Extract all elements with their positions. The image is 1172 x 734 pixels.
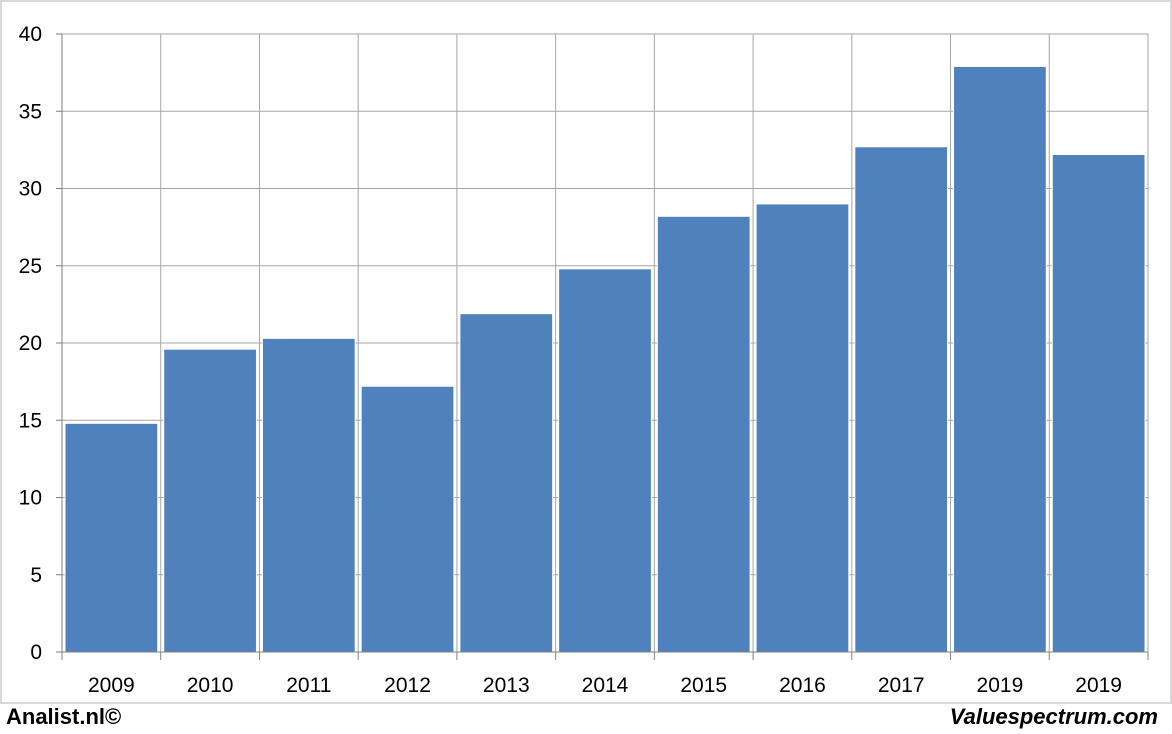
y-tick-label: 10	[19, 487, 42, 510]
x-tick-label: 2019	[1075, 674, 1122, 697]
x-tick-label: 2014	[582, 674, 629, 697]
bar	[163, 348, 257, 653]
bar	[64, 422, 159, 653]
bar	[360, 385, 455, 653]
x-tick-label: 2016	[779, 674, 826, 697]
axes	[56, 33, 1149, 660]
y-tick-label: 5	[30, 564, 42, 587]
x-tick-label: 2015	[680, 674, 727, 697]
y-tick-label: 30	[19, 178, 42, 201]
bar	[558, 268, 652, 653]
bar	[854, 146, 949, 653]
y-tick-label: 40	[19, 23, 42, 46]
y-tick-label: 35	[19, 100, 42, 123]
x-tick-label: 2010	[187, 674, 234, 697]
bar	[459, 313, 554, 653]
y-tick-label: 0	[30, 641, 42, 664]
x-tick-labels: 2009 2010 2011 2012 2013 2014 2015 2016 2017 2019…	[88, 674, 1122, 697]
y-tick-label: 25	[19, 255, 42, 278]
y-tick-label: 15	[19, 409, 42, 432]
bar	[261, 337, 356, 653]
bar-series	[64, 65, 1146, 653]
bar	[1051, 154, 1146, 653]
y-tick-labels: 0 5 10 15 20 25 30 35 40	[19, 23, 42, 664]
footer-credit-right: Valuespectrum.com	[950, 704, 1158, 729]
x-tick-label: 2019	[977, 674, 1024, 697]
x-tick-label: 2009	[88, 674, 135, 697]
x-tick-label: 2017	[878, 674, 925, 697]
x-tick-label: 2012	[384, 674, 431, 697]
bar	[755, 203, 850, 653]
bar	[656, 215, 751, 653]
y-tick-label: 20	[19, 332, 42, 355]
x-tick-label: 2013	[483, 674, 530, 697]
chart-border	[0, 0, 1172, 704]
bar	[953, 65, 1047, 653]
x-tick-label: 2011	[286, 674, 331, 697]
footer-credit-left: Analist.nl©	[6, 704, 121, 729]
